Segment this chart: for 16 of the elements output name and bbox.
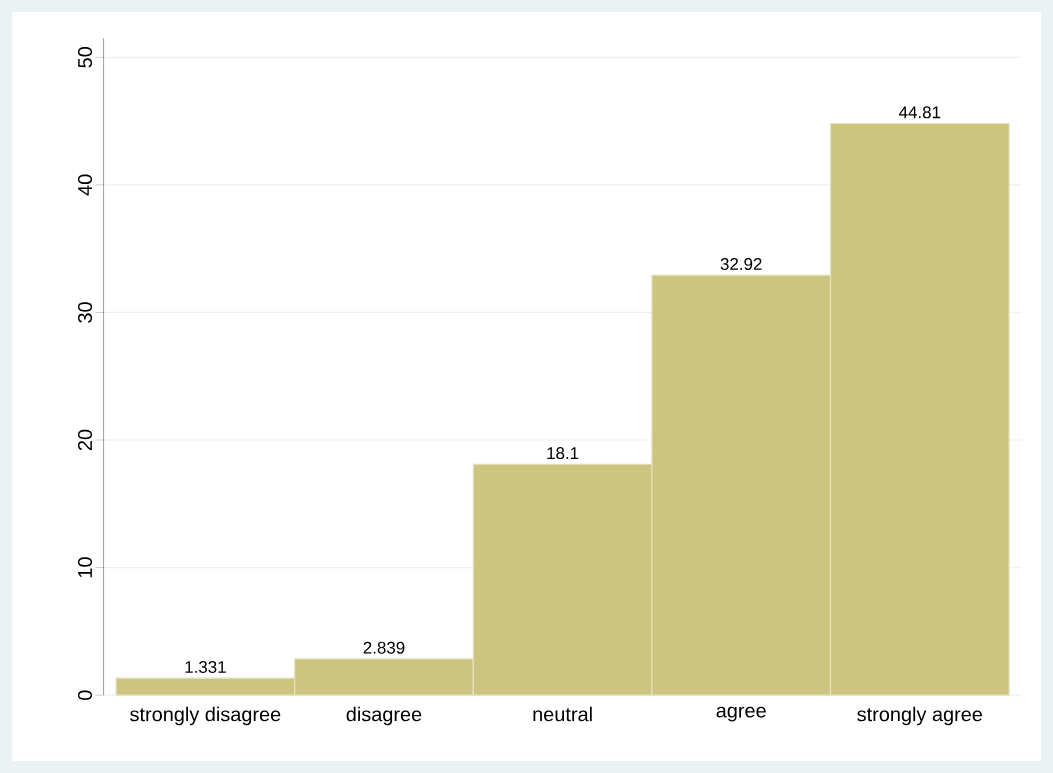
x-tick-label: disagree [346, 706, 422, 726]
y-tick-label: 40 [77, 174, 93, 196]
data-label: 1.331 [185, 660, 226, 673]
x-tick-label: agree [716, 706, 766, 722]
x-tick-label: strongly disagree [130, 706, 281, 726]
data-label: 32.92 [720, 258, 762, 270]
y-tick-label: 20 [77, 429, 93, 451]
y-tick-label: 10 [77, 557, 93, 578]
y-tick-label: 50 [77, 47, 93, 68]
x-tick-label: neutral [533, 706, 592, 722]
data-label: 18.1 [547, 447, 579, 460]
y-tick-label: 0 [77, 690, 93, 700]
x-tick-label: strongly agree [857, 706, 982, 726]
data-label: 2.839 [363, 641, 405, 654]
data-label: 44.81 [899, 106, 941, 119]
y-tick-label: 30 [77, 302, 93, 323]
